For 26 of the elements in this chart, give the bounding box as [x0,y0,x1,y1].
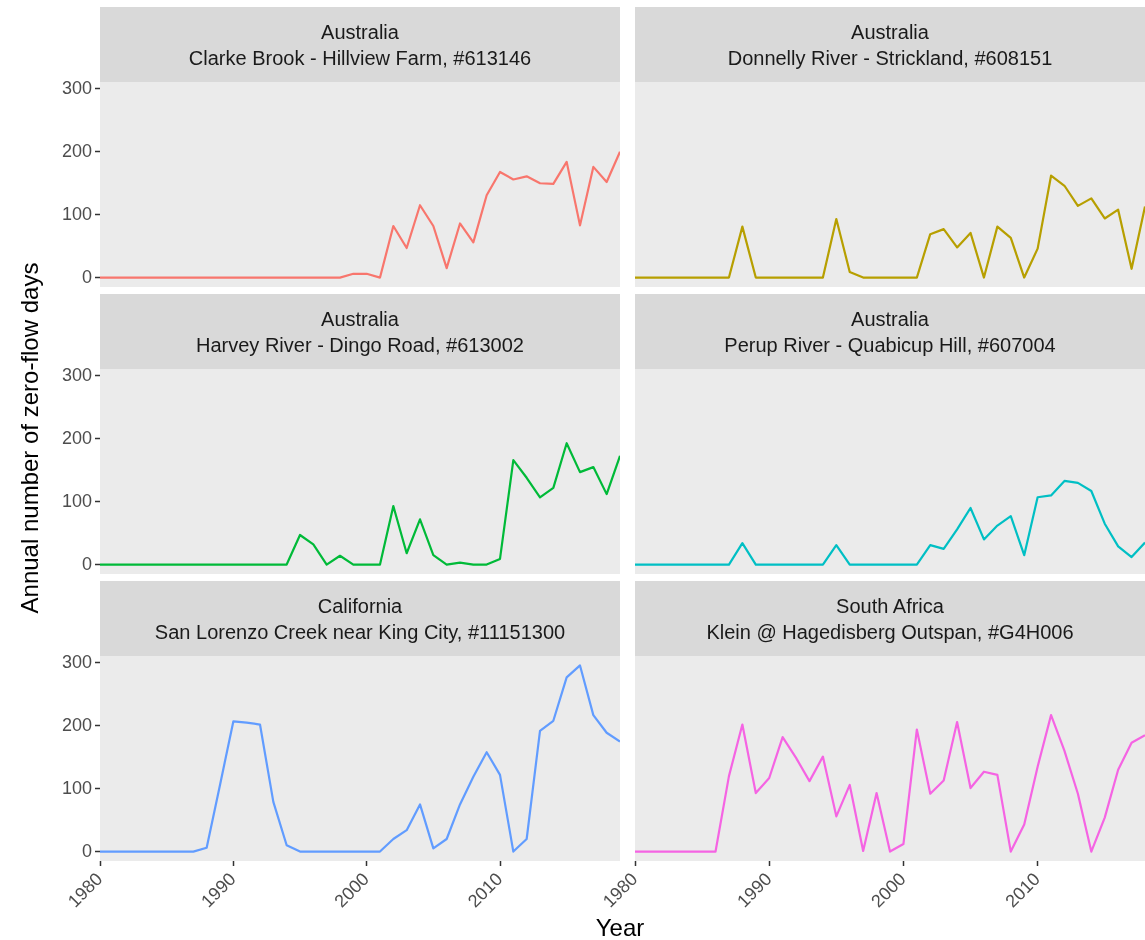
chart-subtitle: Donnelly River - Strickland, #608151 [727,45,1053,71]
chart-subtitle: Harvey River - Dingo Road, #613002 [196,332,524,358]
y-tick-label: 200 [61,714,92,735]
chart-title: Australia [321,19,399,45]
x-axis-title: Year [595,914,645,940]
chart-title: California [317,593,403,619]
chart-subtitle: Klein @ Hagedisberg Outspan, #G4H006 [706,619,1074,645]
y-tick-label: 300 [61,77,92,98]
y-tick-label: 200 [61,140,92,161]
y-tick-label: 0 [81,840,92,861]
y-tick-label: 100 [61,490,92,511]
y-tick-label: 100 [61,203,92,224]
y-tick-label: 0 [81,553,92,574]
chart-subtitle: San Lorenzo Creek near King City, #11151300 [154,619,566,645]
y-tick-label: 300 [61,364,92,385]
y-tick-label: 300 [61,651,92,672]
y-tick-label: 100 [61,777,92,798]
chart-title: South Africa [836,593,944,619]
chart-title: Australia [851,306,929,332]
chart-title: Australia [321,306,399,332]
chart-subtitle: Perup River - Quabicup Hill, #607004 [724,332,1056,358]
chart-title: Australia [851,19,929,45]
y-axis-title: Annual number of zero-flow days [16,262,44,613]
y-tick-label: 0 [81,266,92,287]
chart-subtitle: Clarke Brook - Hillview Farm, #613146 [188,45,532,71]
y-tick-label: 200 [61,427,92,448]
